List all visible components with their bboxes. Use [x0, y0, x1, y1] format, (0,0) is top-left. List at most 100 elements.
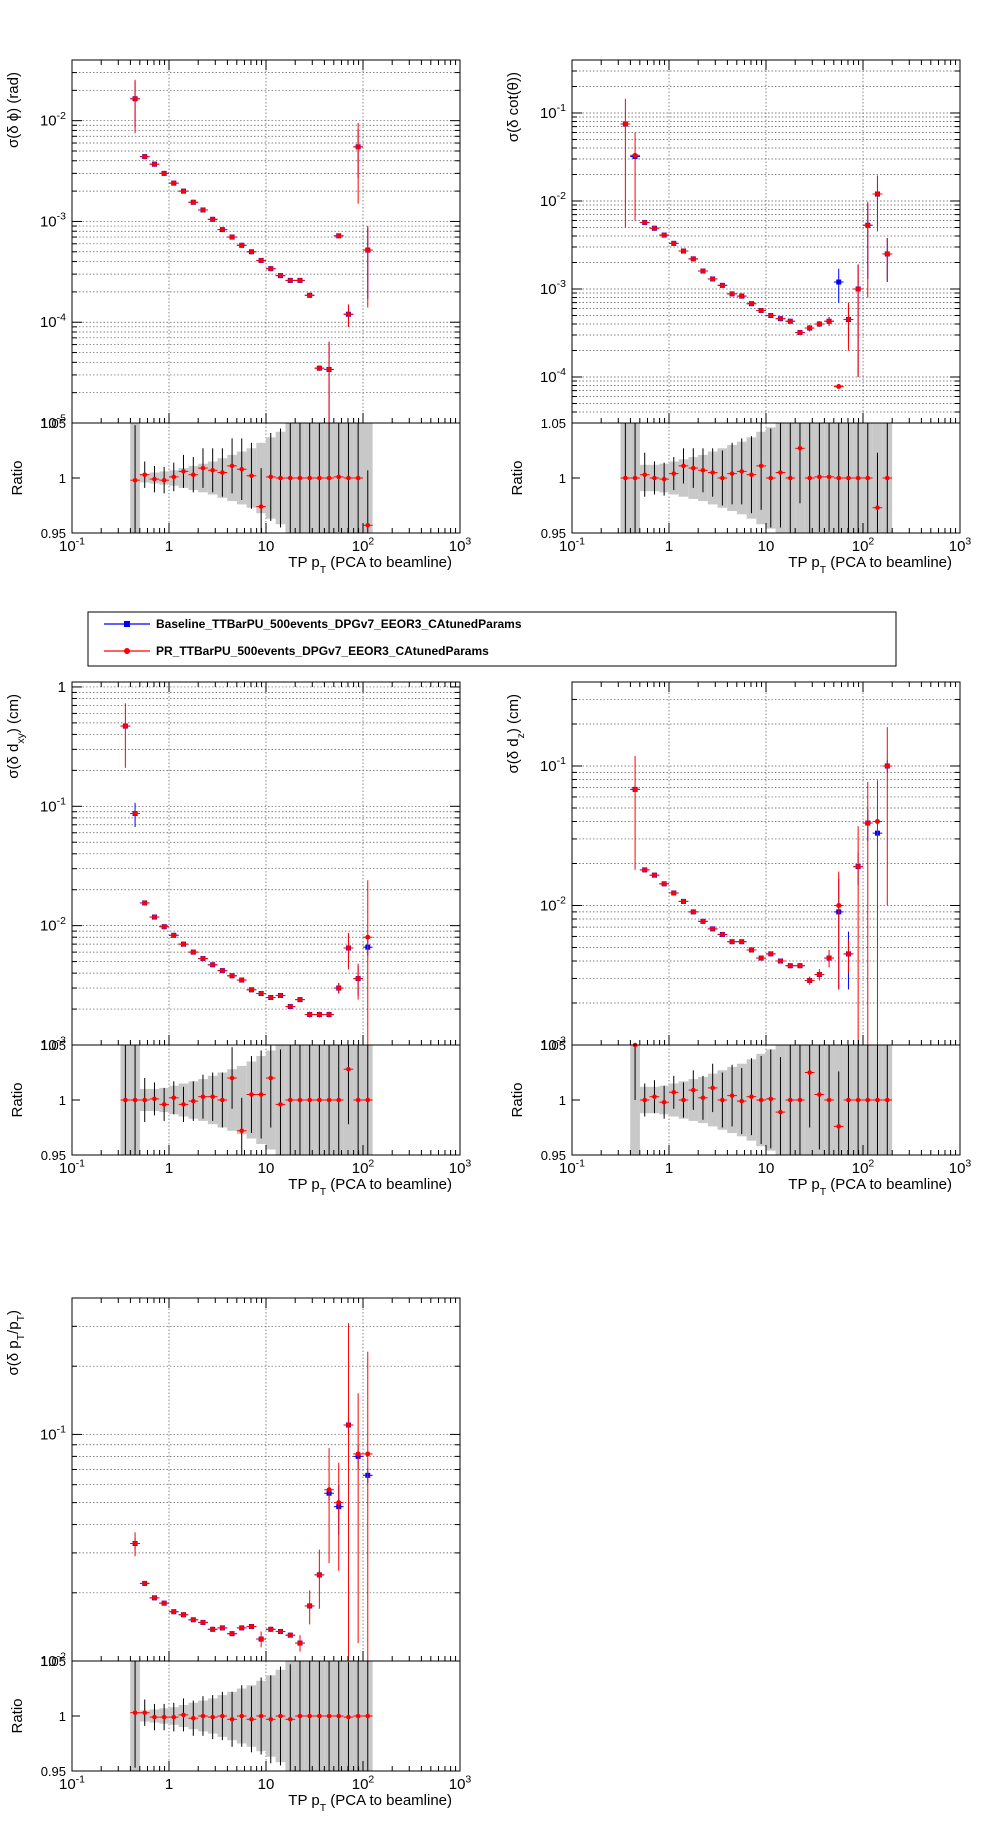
- ratio-point: [161, 477, 167, 483]
- ratio-point: [249, 473, 254, 479]
- data-point-pr: [719, 931, 725, 937]
- data-point-pr: [874, 191, 880, 197]
- data-point-pr: [845, 951, 851, 957]
- ratio-point: [220, 1097, 225, 1103]
- data-point-pr: [739, 939, 745, 945]
- ratio-point: [355, 475, 361, 481]
- ratio-points: [130, 1661, 373, 1771]
- y-tick-label: 10-4: [40, 311, 66, 331]
- ratio-tick-label: 1.05: [41, 416, 66, 431]
- data-point-pr: [651, 872, 657, 878]
- ratio-point: [807, 475, 812, 481]
- data-point-pr: [258, 257, 264, 263]
- x-tick-label: 10: [258, 538, 275, 555]
- ratio-tick-label: 1.05: [41, 1654, 66, 1669]
- data-point-pr: [142, 1580, 148, 1586]
- data-point-pr: [210, 216, 216, 222]
- y-axis-title: σ(δ dxy) (cm): [5, 694, 27, 779]
- data-point-pr: [307, 1012, 313, 1018]
- y-tick-label: 10-4: [540, 366, 566, 386]
- data-point-pr: [758, 955, 764, 961]
- ratio-point: [700, 1095, 706, 1101]
- data-point-pr: [729, 291, 735, 297]
- ratio-point: [132, 1097, 138, 1103]
- data-point-pr: [365, 247, 371, 253]
- legend-marker-pr: [124, 648, 130, 654]
- data-point-pr: [229, 234, 235, 240]
- ratio-point: [690, 465, 696, 471]
- data-point-pr: [161, 170, 167, 176]
- x-tick-label: 10: [758, 538, 775, 555]
- ratio-point: [268, 474, 274, 480]
- ratio-point: [846, 1097, 851, 1103]
- data-point-pr: [180, 188, 186, 194]
- data-point-pr: [777, 316, 783, 322]
- ratio-point: [210, 468, 215, 473]
- ratio-point: [884, 475, 890, 481]
- ratio-point: [200, 1094, 206, 1099]
- ratio-axis-title: Ratio: [9, 1082, 26, 1117]
- ratio-point: [171, 1714, 177, 1720]
- x-tick-label: 103: [949, 535, 972, 555]
- ratio-point: [749, 1094, 754, 1099]
- data-point-pr: [287, 1632, 293, 1638]
- x-tick-label: 10: [258, 1160, 275, 1177]
- main-grid: [72, 60, 460, 423]
- data-point-pr: [171, 180, 177, 186]
- data-point-pr: [316, 1012, 322, 1018]
- ratio-point: [365, 1713, 371, 1719]
- y-tick-label: 10-2: [540, 895, 566, 915]
- data-point-pr: [345, 1422, 351, 1428]
- data-point-pr: [132, 96, 138, 102]
- x-tick-label: 10-1: [559, 535, 585, 555]
- y-tick-label: 10-1: [40, 1424, 66, 1444]
- data-point-pr: [632, 786, 638, 792]
- ratio-point: [200, 1713, 206, 1719]
- ratio-point: [797, 1097, 803, 1103]
- x-tick-label: 1: [665, 1160, 673, 1177]
- ratio-point: [346, 1714, 351, 1720]
- ratio-point: [846, 475, 851, 481]
- ratio-point: [297, 475, 303, 481]
- ratio-point: [181, 1712, 186, 1718]
- ratio-point: [758, 463, 764, 469]
- ratio-point: [865, 475, 871, 481]
- data-point-pr: [787, 963, 793, 969]
- data-point-pr: [807, 977, 813, 983]
- x-tick-label: 1: [165, 1776, 173, 1793]
- data-point-pr: [710, 276, 716, 282]
- ratio-point: [190, 1098, 196, 1104]
- ratio-tick-label: 0.95: [41, 1148, 66, 1163]
- y-tick-label: 10-1: [540, 102, 566, 122]
- x-axis-title: TP pT (PCA to beamline): [788, 554, 952, 576]
- data-point-pr: [719, 282, 725, 288]
- data-point-pr: [807, 325, 813, 331]
- ratio-point: [817, 1092, 822, 1097]
- data-point-pr: [132, 811, 138, 817]
- ratio-point: [865, 1097, 871, 1103]
- ratio-tick-label: 1.05: [41, 1038, 66, 1053]
- ratio-axis-title: Ratio: [9, 1698, 26, 1733]
- ratio-point: [220, 470, 225, 475]
- y-tick-label: 10-2: [40, 110, 66, 130]
- data-point-pr: [326, 1487, 332, 1493]
- data-point-pr: [142, 900, 148, 906]
- legend-box: [87, 611, 897, 667]
- ratio-point: [317, 475, 322, 481]
- ratio-point: [355, 1713, 361, 1719]
- data-point-pr: [816, 972, 822, 978]
- data-point-pr: [171, 1609, 177, 1615]
- data-point-pr: [180, 1612, 186, 1618]
- x-tick-label: 102: [352, 1157, 375, 1177]
- ratio-point: [855, 1097, 861, 1103]
- data-point-pr: [661, 232, 667, 238]
- ratio-point: [132, 1710, 138, 1715]
- tick-labels: 10-1 1 10 102 103 10-3 10-2 10-1 1 0.95 1 1.05: [40, 679, 471, 1177]
- ratio-point: [297, 1097, 303, 1103]
- ratio-point: [210, 1094, 215, 1099]
- ratio-points: [120, 1045, 373, 1155]
- data-point-pr: [729, 939, 735, 945]
- data-point-pr: [258, 991, 264, 997]
- y-axis-title: σ(δ cot(θ)): [505, 72, 522, 142]
- series-pr: [130, 1323, 373, 1661]
